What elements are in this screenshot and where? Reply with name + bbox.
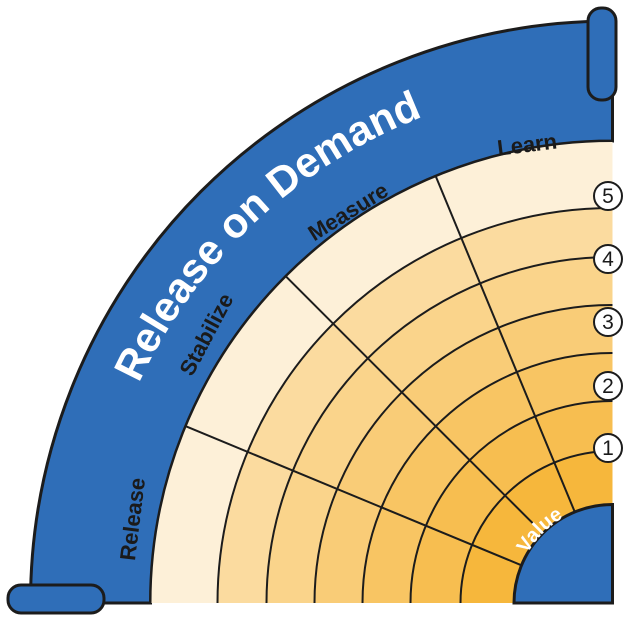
grid-lines bbox=[149, 140, 613, 604]
phase-divider bbox=[434, 175, 576, 513]
level-marker-label: 2 bbox=[602, 375, 614, 398]
level-marker-circle bbox=[593, 371, 623, 401]
phase-header-band bbox=[150, 141, 613, 603]
level-marker-circle bbox=[593, 433, 623, 463]
phase-divider bbox=[185, 425, 522, 567]
phase-divider bbox=[285, 275, 544, 535]
level-marker-circle bbox=[593, 307, 623, 337]
radial-band bbox=[410, 401, 613, 603]
radial-band bbox=[362, 353, 613, 603]
radial-band bbox=[217, 208, 613, 603]
radial-band bbox=[314, 305, 613, 603]
level-marker-label: 1 bbox=[602, 437, 614, 460]
level-marker-5: 5 bbox=[593, 181, 623, 211]
level-marker-label: 5 bbox=[602, 185, 614, 208]
level-marker-1: 1 bbox=[593, 433, 623, 463]
level-marker-label: 3 bbox=[602, 311, 614, 334]
left-end-cap bbox=[6, 583, 106, 615]
level-marker-3: 3 bbox=[593, 307, 623, 337]
band-outer-edge bbox=[149, 140, 613, 604]
radial-bands bbox=[150, 141, 614, 605]
level-marker-label: 4 bbox=[602, 248, 614, 271]
radial-band bbox=[266, 257, 613, 603]
level-markers: 1 2 3 4 5 bbox=[593, 181, 623, 463]
value-quarter-disc bbox=[512, 502, 614, 605]
top-end-cap bbox=[586, 6, 618, 102]
level-marker-circle bbox=[593, 181, 623, 211]
level-marker-circle bbox=[593, 244, 623, 274]
level-marker-2: 2 bbox=[593, 371, 623, 401]
frame-end-caps bbox=[6, 6, 618, 615]
level-marker-4: 4 bbox=[593, 244, 623, 274]
